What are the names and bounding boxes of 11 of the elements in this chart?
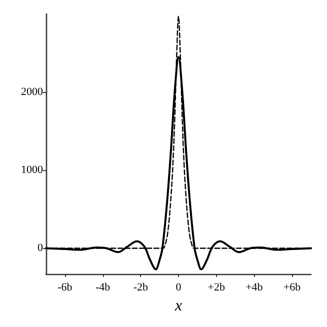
x-axis-title: x (174, 298, 182, 314)
x-tick-label: 0 (176, 282, 182, 294)
x-tick-label: +2b (208, 282, 226, 294)
y-tick-label: 0 (38, 242, 44, 254)
x-tick-label: -6b (58, 282, 73, 294)
x-tick-label: +6b (283, 282, 302, 294)
x-tick-label: +4b (246, 282, 264, 294)
x-tick-label: -4b (95, 282, 111, 294)
y-tick-label: 2000 (21, 86, 44, 98)
x-tick-label: -2b (133, 282, 148, 294)
y-tick-label: 1000 (21, 164, 44, 176)
